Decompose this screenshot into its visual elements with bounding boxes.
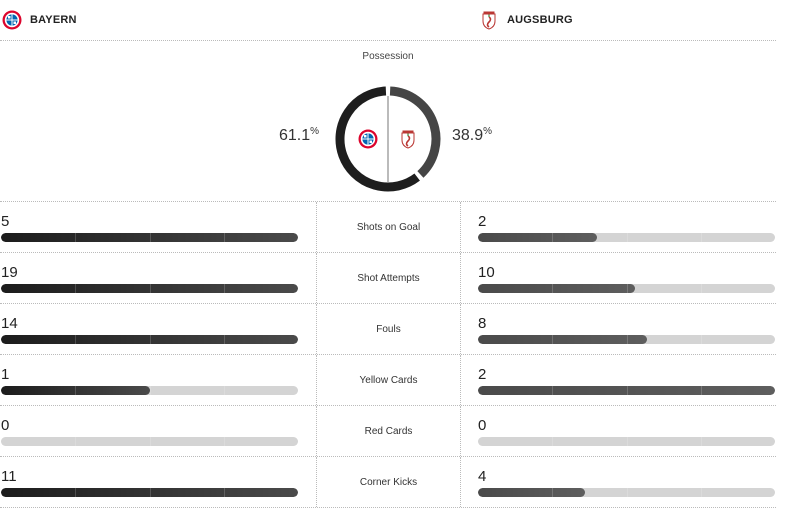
away-stat-bar-fill: [478, 386, 775, 395]
bar-tick: [626, 233, 628, 242]
stat-label: Corner Kicks: [316, 457, 461, 507]
home-stat-bar: [1, 284, 298, 293]
away-stat-bar: [478, 437, 775, 446]
away-stat-bar-fill: [478, 335, 648, 344]
home-stat-bar: [1, 335, 298, 344]
home-stat-bar: [1, 488, 298, 497]
home-stat-bar: [1, 386, 298, 395]
away-stat-bar: [478, 386, 775, 395]
away-stat-bar: [478, 488, 775, 497]
home-stat-value: 19: [1, 264, 18, 281]
stat-label: Yellow Cards: [316, 355, 461, 405]
bar-tick: [223, 233, 225, 242]
bar-tick: [149, 386, 151, 395]
stats-table: 5 Shots on Goal 2 19 Shot Attempts 10 14 Fouls 8…: [0, 201, 776, 508]
augsburg-crest-icon: [401, 130, 415, 149]
bar-tick: [700, 386, 702, 395]
bar-tick: [700, 233, 702, 242]
away-team[interactable]: AUGSBURG: [479, 10, 573, 30]
stat-row: 19 Shot Attempts 10: [0, 252, 776, 303]
home-stat-value: 0: [1, 417, 10, 434]
bar-tick: [75, 233, 77, 242]
bar-tick: [75, 284, 77, 293]
stat-row: 5 Shots on Goal 2: [0, 201, 776, 252]
bar-tick: [552, 233, 554, 242]
away-stat-bar: [478, 284, 775, 293]
home-stat-bar-fill: [1, 386, 150, 395]
away-possession-value: 38.9%: [452, 126, 493, 144]
bar-tick: [75, 335, 77, 344]
away-stat-value: 10: [478, 264, 495, 281]
bayern-crest-icon: [358, 129, 378, 149]
possession-title: Possession: [362, 51, 414, 62]
home-team-name: BAYERN: [30, 14, 77, 26]
away-stat-value: 8: [478, 315, 487, 332]
home-stat-bar-fill: [1, 284, 298, 293]
bar-tick: [223, 335, 225, 344]
home-stat-value: 1: [1, 366, 10, 383]
stat-label: Shot Attempts: [316, 253, 461, 303]
augsburg-crest-icon: [482, 11, 496, 30]
away-stat-value: 2: [478, 366, 487, 383]
bar-tick: [626, 335, 628, 344]
bar-tick: [700, 284, 702, 293]
away-stat-value: 4: [478, 468, 487, 485]
bar-tick: [552, 488, 554, 497]
home-stat-bar-fill: [1, 335, 298, 344]
bar-tick: [223, 284, 225, 293]
stat-row: 11 Corner Kicks 4: [0, 456, 776, 508]
away-stat-bar-fill: [478, 284, 636, 293]
away-stat-value: 2: [478, 213, 487, 230]
away-stat-value: 0: [478, 417, 487, 434]
home-stat-value: 5: [1, 213, 10, 230]
bar-tick: [223, 488, 225, 497]
away-stat-bar-fill: [478, 233, 597, 242]
home-stat-value: 14: [1, 315, 18, 332]
bar-tick: [626, 386, 628, 395]
bar-tick: [626, 284, 628, 293]
bar-tick: [149, 284, 151, 293]
away-stat-bar: [478, 335, 775, 344]
bar-tick: [552, 335, 554, 344]
bar-tick: [626, 488, 628, 497]
away-stat-bar: [478, 233, 775, 242]
bar-tick: [149, 437, 151, 446]
bayern-crest-icon: [2, 10, 22, 30]
home-possession-arc: [335, 86, 420, 192]
bar-tick: [552, 437, 554, 446]
away-team-name: AUGSBURG: [507, 14, 573, 26]
bar-tick: [626, 437, 628, 446]
bar-tick: [75, 386, 77, 395]
home-stat-bar-fill: [1, 233, 298, 242]
stat-row: 0 Red Cards 0: [0, 405, 776, 456]
home-stat-bar: [1, 233, 298, 242]
stat-label: Red Cards: [316, 406, 461, 456]
home-stat-bar: [1, 437, 298, 446]
bar-tick: [149, 488, 151, 497]
stat-row: 1 Yellow Cards 2: [0, 354, 776, 405]
stat-label: Fouls: [316, 304, 461, 354]
stat-label: Shots on Goal: [316, 202, 461, 252]
possession-section: Possession 61.1% 38.9%: [0, 41, 776, 201]
bar-tick: [700, 335, 702, 344]
bar-tick: [149, 335, 151, 344]
bar-tick: [223, 386, 225, 395]
home-stat-bar-fill: [1, 488, 298, 497]
home-possession-value: 61.1%: [279, 126, 320, 144]
possession-donut: [335, 86, 441, 192]
away-possession-arc: [389, 86, 441, 178]
bar-tick: [75, 437, 77, 446]
bar-tick: [552, 284, 554, 293]
stat-row: 14 Fouls 8: [0, 303, 776, 354]
home-stat-value: 11: [1, 468, 17, 485]
bar-tick: [75, 488, 77, 497]
bar-tick: [700, 488, 702, 497]
bar-tick: [149, 233, 151, 242]
away-stat-bar-fill: [478, 488, 585, 497]
bar-tick: [223, 437, 225, 446]
bar-tick: [700, 437, 702, 446]
match-header: BAYERN AUGSBURG: [0, 0, 776, 41]
bar-tick: [552, 386, 554, 395]
home-team[interactable]: BAYERN: [2, 10, 77, 30]
